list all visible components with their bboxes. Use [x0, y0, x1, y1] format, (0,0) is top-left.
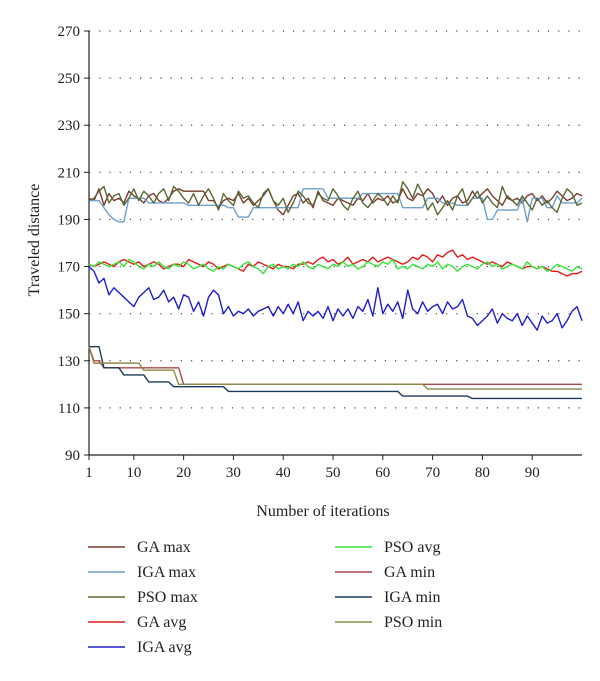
- x-tick-label: 80: [475, 465, 490, 481]
- legend-label: IGA max: [137, 564, 196, 581]
- y-tick-label: 210: [58, 165, 81, 181]
- y-tick-label: 90: [65, 448, 80, 464]
- legend-label: IGA avg: [137, 639, 192, 656]
- y-tick-label: 110: [58, 401, 80, 417]
- y-tick-label: 190: [58, 212, 81, 228]
- y-tick-label: 150: [58, 307, 81, 323]
- legend-label: GA avg: [137, 614, 186, 631]
- series-line-iga-min: [89, 345, 582, 400]
- legend-item: IGA min: [335, 589, 440, 606]
- x-tick-label: 70: [425, 465, 440, 481]
- series-line-iga-max: [89, 188, 583, 223]
- legend-item: PSO max: [88, 589, 198, 606]
- series-line-pso-min: [88, 346, 582, 390]
- legend-label: GA max: [137, 539, 191, 556]
- y-axis-title: Traveled distance: [26, 184, 43, 297]
- y-tick-label: 230: [58, 118, 81, 134]
- x-tick-label: 1: [85, 465, 93, 481]
- x-tick-label: 30: [226, 465, 241, 481]
- legend-item: GA min: [335, 564, 435, 581]
- legend-label: PSO avg: [384, 539, 440, 556]
- y-tick-label: 250: [58, 71, 81, 87]
- legend-item: PSO min: [335, 614, 442, 631]
- x-axis-title: Number of iterations: [256, 503, 389, 520]
- legend-item: IGA max: [88, 564, 196, 581]
- x-tick-label: 20: [176, 465, 191, 481]
- x-tick-label: 60: [375, 465, 390, 481]
- legend-label: IGA min: [384, 589, 440, 606]
- gridlines: [89, 30, 582, 409]
- axes: [88, 31, 582, 456]
- legend-label: PSO min: [384, 614, 442, 631]
- legend-label: GA min: [384, 564, 435, 581]
- series-line-iga-avg: [88, 266, 583, 331]
- series-line-ga-avg: [88, 249, 583, 277]
- legend-item: IGA avg: [88, 639, 192, 656]
- y-tick-label: 270: [58, 24, 81, 40]
- series-line-pso-avg: [88, 258, 583, 275]
- y-tick-label: 130: [58, 354, 81, 370]
- legend: GA max IGA max PSO max GA avg IGA avg PSO avg…: [88, 539, 442, 656]
- legend-item: GA avg: [88, 614, 186, 631]
- x-tick-label: 50: [326, 465, 341, 481]
- series-line-pso-max: [88, 181, 583, 216]
- legend-label: PSO max: [137, 589, 198, 606]
- legend-item: GA max: [88, 539, 191, 556]
- x-tick-label: 10: [126, 465, 141, 481]
- y-tick-label: 170: [58, 260, 81, 276]
- series-line-ga-min: [88, 346, 582, 386]
- series-lines: [88, 181, 583, 400]
- legend-item: PSO avg: [335, 539, 440, 556]
- x-tick-label: 90: [525, 465, 540, 481]
- x-tick-label: 40: [276, 465, 291, 481]
